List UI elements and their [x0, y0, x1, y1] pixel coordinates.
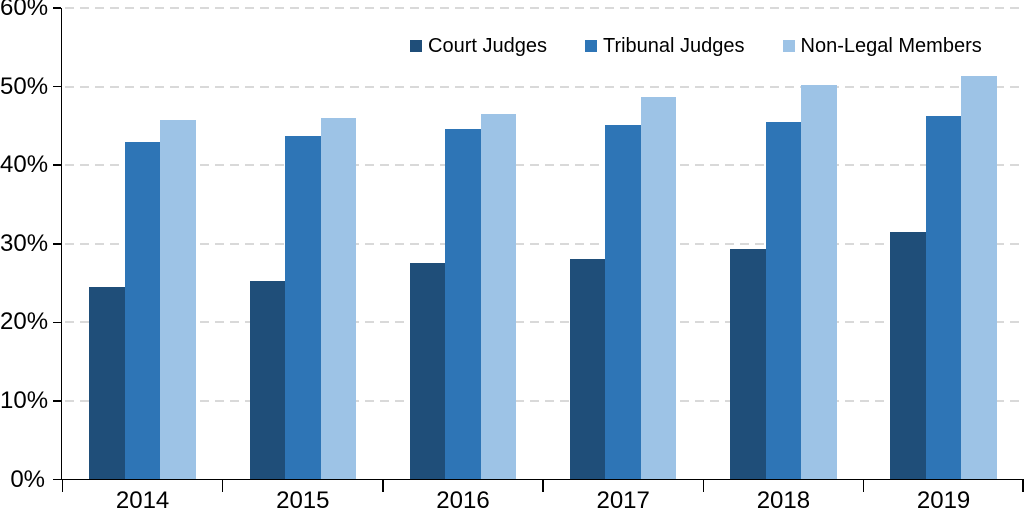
x-axis-label: 2019 [916, 487, 971, 513]
bar-court-judges [409, 263, 446, 480]
x-axis-tick [61, 479, 64, 492]
bar-court-judges [89, 286, 125, 480]
bar-tribunal-judges [605, 125, 641, 480]
x-axis-tick [542, 479, 544, 492]
gridline [64, 242, 1024, 245]
legend-item: Non-Legal Members [782, 34, 982, 58]
bar-non-legal-members [801, 85, 837, 480]
gridline [64, 164, 1024, 167]
y-axis-tick [53, 85, 61, 88]
x-axis-tick [382, 479, 384, 492]
bar-non-legal-members [480, 114, 517, 480]
x-axis-tick [862, 479, 865, 492]
bar-court-judges [890, 231, 926, 480]
legend-label: Tribunal Judges [602, 35, 745, 57]
y-axis-tick-label: 60% [0, 0, 49, 21]
legend-swatch [410, 40, 422, 52]
gridline [64, 7, 1024, 9]
x-axis-tick [702, 479, 705, 492]
y-axis-tick [53, 321, 61, 324]
x-axis-tick [1022, 479, 1024, 492]
y-axis-tick [53, 164, 61, 166]
bar-tribunal-judges [445, 129, 481, 480]
y-axis-tick-label: 20% [0, 308, 49, 336]
x-axis-label: 2017 [596, 487, 650, 513]
bar-court-judges [730, 249, 766, 480]
y-axis-tick-label: 50% [0, 72, 49, 100]
bar-non-legal-members [961, 76, 997, 480]
legend-swatch [782, 40, 795, 52]
x-axis-label: 2016 [436, 487, 490, 513]
legend-label: Non-Legal Members [800, 35, 982, 57]
bar-tribunal-judges [765, 121, 802, 480]
bar-court-judges [569, 259, 606, 480]
bar-non-legal-members [640, 96, 677, 480]
y-axis-tick-label: 30% [0, 229, 49, 257]
y-axis-tick [53, 243, 61, 245]
x-axis-label: 2018 [756, 487, 811, 513]
x-axis-tick [221, 479, 224, 492]
bar-non-legal-members [320, 118, 357, 480]
x-axis-label: 2014 [115, 487, 170, 513]
y-axis-tick-label: 0% [10, 465, 45, 493]
y-axis-tick-label: 10% [0, 386, 49, 414]
y-axis-tick [53, 478, 61, 481]
gridline [64, 321, 1024, 324]
gridline [64, 85, 1024, 88]
bar-tribunal-judges [285, 136, 321, 480]
bar-tribunal-judges [925, 115, 962, 480]
x-axis-label: 2015 [276, 487, 330, 513]
legend-label: Court Judges [428, 35, 547, 57]
bar-tribunal-judges [124, 141, 161, 480]
legend: Court Judges Tribunal Judges Non-Legal Mem… [410, 34, 982, 58]
y-axis-tick [53, 400, 61, 402]
y-axis-tick [53, 7, 61, 9]
legend-item: Court Judges [410, 34, 547, 58]
legend-swatch [584, 40, 597, 52]
bar-non-legal-members [160, 120, 196, 480]
legend-item: Tribunal Judges [584, 34, 745, 58]
y-axis-line [60, 8, 63, 480]
gridline [64, 399, 1024, 402]
x-axis-line [60, 478, 1024, 481]
y-axis-tick-label: 40% [0, 151, 49, 179]
bar-court-judges [249, 281, 286, 480]
